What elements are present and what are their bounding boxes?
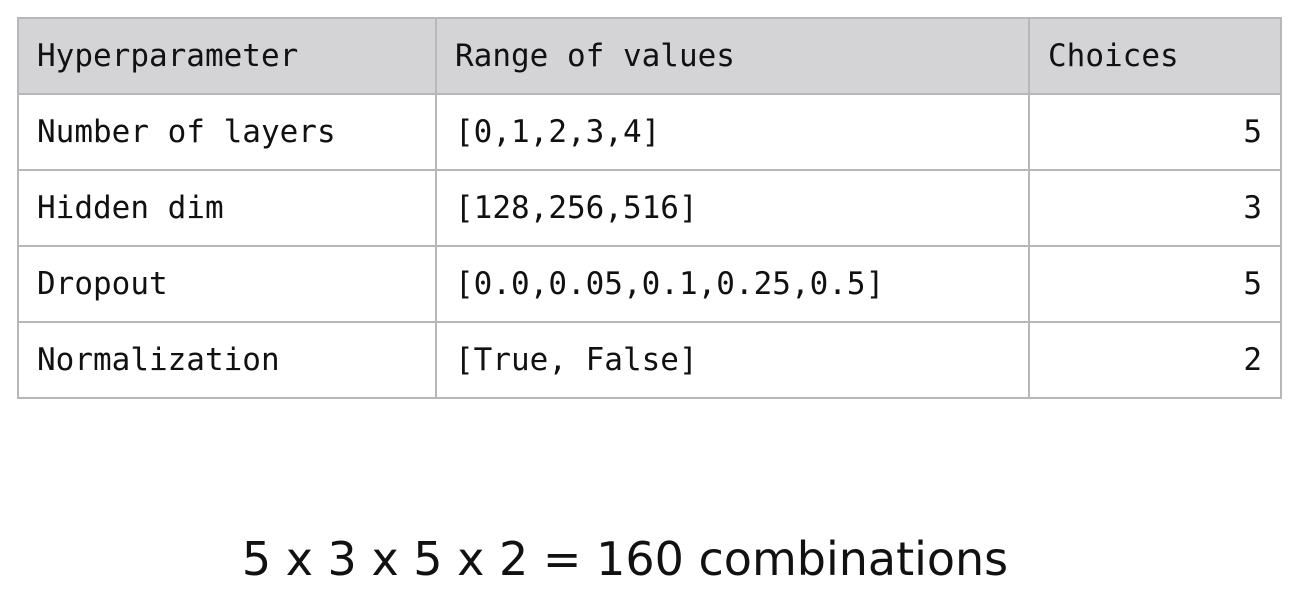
cell-choices: 5: [1028, 245, 1282, 323]
cell-hyperparameter: Dropout: [17, 245, 437, 323]
cell-range: [True, False]: [435, 321, 1030, 399]
combinations-summary: 5 x 3 x 5 x 2 = 160 combinations: [241, 532, 1009, 586]
header-range-of-values: Range of values: [435, 17, 1030, 95]
cell-hyperparameter: Number of layers: [17, 93, 437, 171]
cell-choices: 2: [1028, 321, 1282, 399]
header-row: Hyperparameter Range of values Choices: [17, 17, 1282, 95]
table-row: Hidden dim [128,256,516] 3: [17, 169, 1282, 247]
table-row: Number of layers [0,1,2,3,4] 5: [17, 93, 1282, 171]
cell-range: [128,256,516]: [435, 169, 1030, 247]
cell-hyperparameter: Normalization: [17, 321, 437, 399]
header-hyperparameter: Hyperparameter: [17, 17, 437, 95]
header-choices: Choices: [1028, 17, 1282, 95]
table-row: Dropout [0.0,0.05,0.1,0.25,0.5] 5: [17, 245, 1282, 323]
cell-hyperparameter: Hidden dim: [17, 169, 437, 247]
table-body: Number of layers [0,1,2,3,4] 5 Hidden di…: [17, 93, 1282, 399]
cell-range: [0.0,0.05,0.1,0.25,0.5]: [435, 245, 1030, 323]
table-row: Normalization [True, False] 2: [17, 321, 1282, 399]
table-header: Hyperparameter Range of values Choices: [17, 17, 1282, 95]
cell-range: [0,1,2,3,4]: [435, 93, 1030, 171]
cell-choices: 3: [1028, 169, 1282, 247]
cell-choices: 5: [1028, 93, 1282, 171]
hyperparameter-table: Hyperparameter Range of values Choices N…: [17, 17, 1282, 399]
